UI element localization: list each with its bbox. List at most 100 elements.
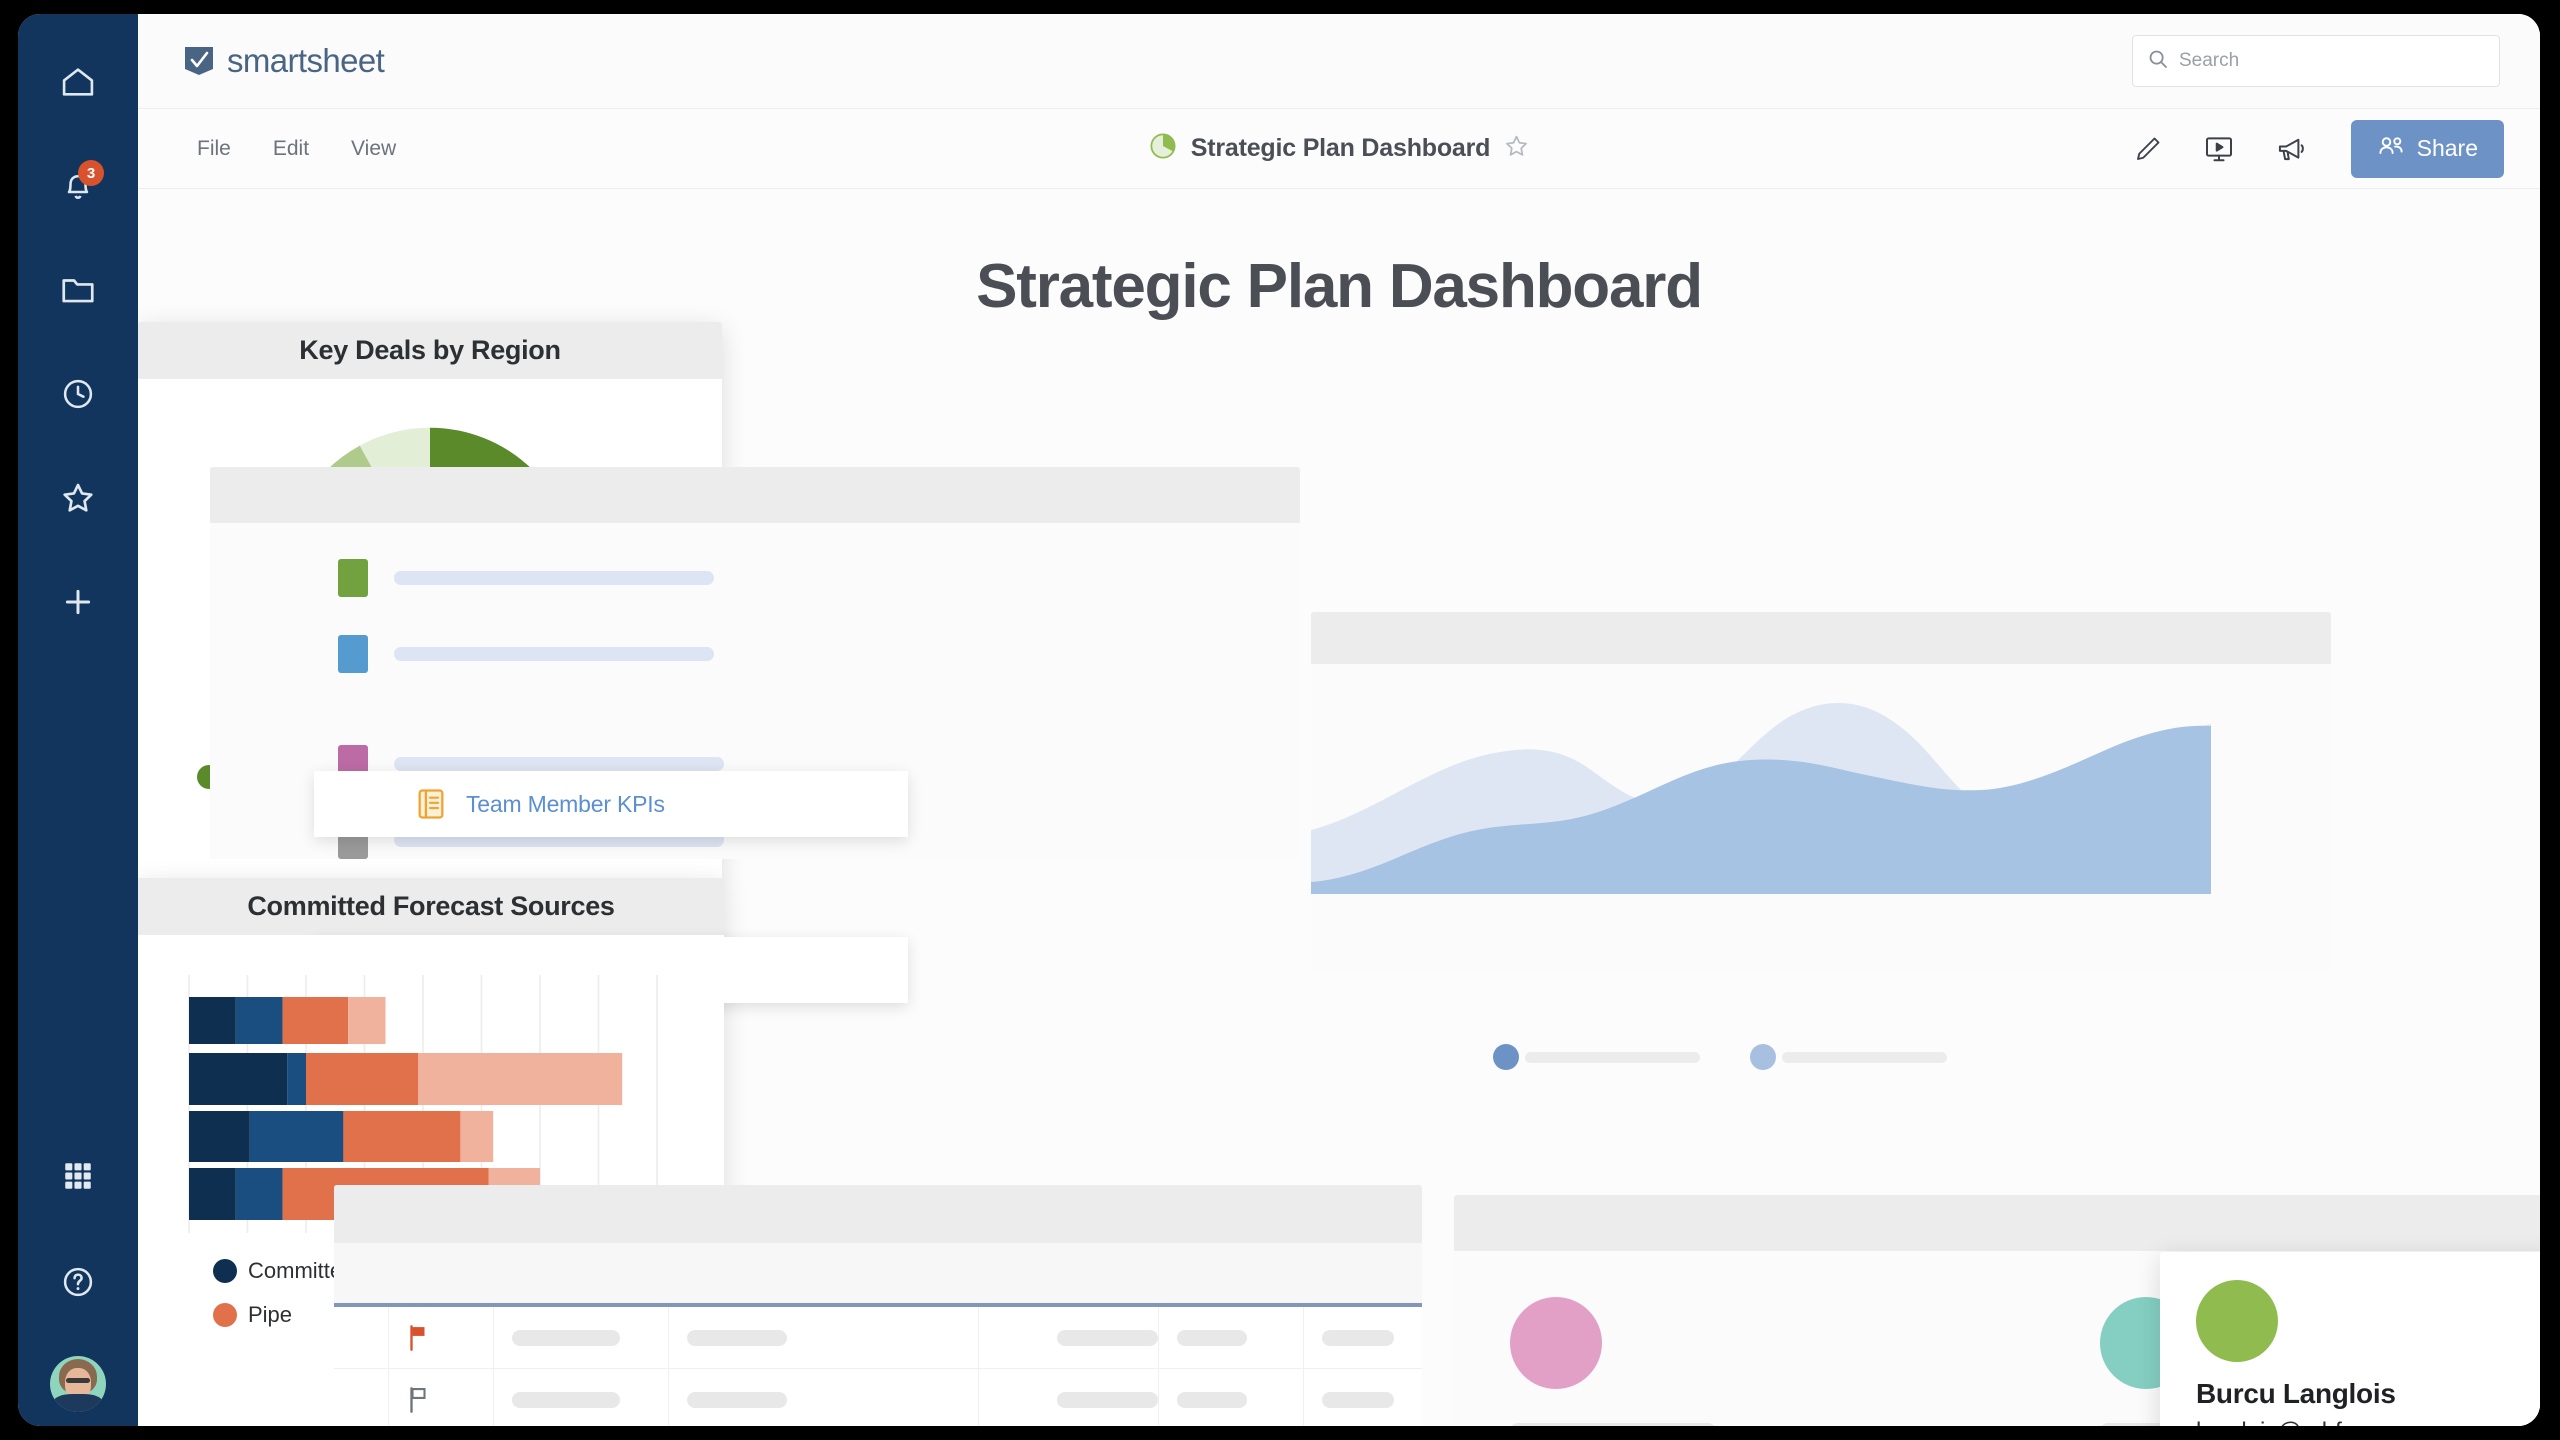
slider-handle-primary[interactable] <box>1493 1044 1519 1070</box>
rail-bottom-group <box>18 1144 138 1412</box>
contact-avatar <box>2196 1280 2278 1362</box>
assignee-cell <box>979 1369 1159 1426</box>
checkmark-flag-icon <box>183 45 215 77</box>
bar-segment-new <box>460 1111 494 1162</box>
area-chart-slider-group <box>1493 1044 1947 1070</box>
legend-item-pipe: Pipe <box>213 1302 444 1328</box>
slider-track-secondary[interactable] <box>1782 1051 1947 1063</box>
slider-handle-secondary[interactable] <box>1750 1044 1776 1070</box>
bars-widget-header: Committed Forecast Sources <box>138 878 724 935</box>
data-cell <box>1159 1369 1304 1426</box>
legend-label: Pipe <box>248 1302 293 1327</box>
menu-edit[interactable]: Edit <box>272 136 310 160</box>
flag-cell[interactable] <box>389 1369 494 1426</box>
metric-placeholder-bar <box>394 571 714 585</box>
legend-swatch <box>213 1259 237 1283</box>
bar-segment-incremental <box>287 1053 306 1105</box>
metric-row <box>338 559 1300 597</box>
metric-row <box>338 635 1300 673</box>
bar-segment-new <box>348 997 386 1044</box>
table-widget-header <box>334 1185 1422 1243</box>
avatar <box>997 1378 1041 1422</box>
search-box[interactable] <box>2132 35 2500 87</box>
cell-placeholder <box>1177 1391 1247 1408</box>
bar-segment-pipe <box>343 1111 461 1162</box>
table-widget <box>334 1185 1422 1426</box>
cell-placeholder <box>687 1329 787 1346</box>
help-question-icon[interactable] <box>46 1250 110 1314</box>
create-plus-icon[interactable] <box>46 570 110 634</box>
menu-bar: File Edit View Strategic Plan Dashboard <box>138 109 2540 189</box>
recents-clock-icon[interactable] <box>46 362 110 426</box>
search-input[interactable] <box>2179 50 2485 72</box>
contact-name: Burcu Langlois <box>2196 1378 2396 1409</box>
donut-widget-title: Key Deals by Region <box>299 335 561 365</box>
data-cell <box>494 1369 669 1426</box>
favorites-star-icon[interactable] <box>46 466 110 530</box>
table-header-rule <box>334 1303 1422 1307</box>
edit-pencil-icon[interactable] <box>2133 134 2163 164</box>
bar-segment-committed <box>189 1053 288 1105</box>
area-chart-widget <box>1311 612 2331 972</box>
area-series-b <box>1311 725 2211 894</box>
bar-segment-pipe <box>306 1053 419 1105</box>
data-cell <box>669 1369 979 1426</box>
dashboard-canvas: Strategic Plan Dashboard <box>138 189 2540 1426</box>
presentation-icon[interactable] <box>2203 134 2235 164</box>
user-avatar[interactable] <box>50 1356 106 1412</box>
table-subheader <box>334 1243 1422 1303</box>
flag-outline-icon <box>410 1386 426 1413</box>
bar-row-3 <box>189 1111 494 1162</box>
table-row[interactable] <box>334 1307 1422 1369</box>
area-chart-plot <box>1311 702 2211 894</box>
apps-grid-icon[interactable] <box>46 1144 110 1208</box>
assignee-cell <box>979 1307 1159 1368</box>
bar-segment-committed <box>189 1111 250 1162</box>
bar-segment-pipe <box>282 997 349 1044</box>
share-button[interactable]: Share <box>2350 119 2504 178</box>
data-cell <box>1304 1369 1424 1426</box>
data-cell <box>1304 1307 1424 1368</box>
menu-view[interactable]: View <box>351 136 397 160</box>
menu-items: File Edit View <box>183 129 410 169</box>
home-icon[interactable] <box>46 50 110 114</box>
menu-file[interactable]: File <box>197 136 231 160</box>
toolbar-right: Share <box>2133 119 2504 178</box>
notifications-icon[interactable]: 3 <box>46 154 110 218</box>
metric-placeholder-bar <box>394 647 714 661</box>
donut-widget-header: Key Deals by Region <box>138 322 722 379</box>
data-cell <box>1159 1307 1304 1368</box>
dashboard-title: Strategic Plan Dashboard <box>976 252 1703 321</box>
data-cell <box>494 1307 669 1368</box>
browse-folder-icon[interactable] <box>46 258 110 322</box>
bars-widget-title: Committed Forecast Sources <box>247 891 615 921</box>
table-row[interactable] <box>334 1369 1422 1426</box>
dashboard-pie-icon <box>1148 131 1178 166</box>
row-number-cell <box>334 1307 389 1368</box>
bar-row-1 <box>189 997 386 1044</box>
team-member-kpis-link[interactable]: Team Member KPIs <box>314 771 908 837</box>
star-outline-icon[interactable] <box>1503 133 1530 164</box>
contact-email[interactable]: langlois@mbfcorp.com <box>2196 1416 2520 1426</box>
flag-red-icon <box>410 1324 425 1351</box>
logo-text: smartsheet <box>227 42 385 79</box>
bar-row-2 <box>189 1053 623 1105</box>
slider-track-primary[interactable] <box>1525 1051 1700 1063</box>
flag-cell[interactable] <box>389 1307 494 1368</box>
notification-badge: 3 <box>78 160 104 186</box>
metrics-widget-header <box>210 467 1300 523</box>
cell-placeholder <box>1057 1329 1158 1346</box>
person-placeholder-line <box>1510 1423 1716 1426</box>
smartsheet-logo[interactable]: smartsheet <box>183 42 385 80</box>
cell-placeholder <box>1057 1391 1158 1408</box>
contact-card: Burcu Langlois langlois@mbfcorp.com (425… <box>2160 1252 2540 1426</box>
announcement-megaphone-icon[interactable] <box>2275 135 2307 163</box>
cell-placeholder <box>1322 1391 1394 1408</box>
people-icon <box>2377 135 2405 163</box>
cell-placeholder <box>687 1391 787 1408</box>
sheet-orange-icon <box>414 787 448 821</box>
cell-placeholder <box>1322 1329 1394 1346</box>
left-nav-rail: 3 <box>18 14 138 1426</box>
bar-segment-committed <box>189 1168 236 1220</box>
data-cell <box>669 1307 979 1368</box>
